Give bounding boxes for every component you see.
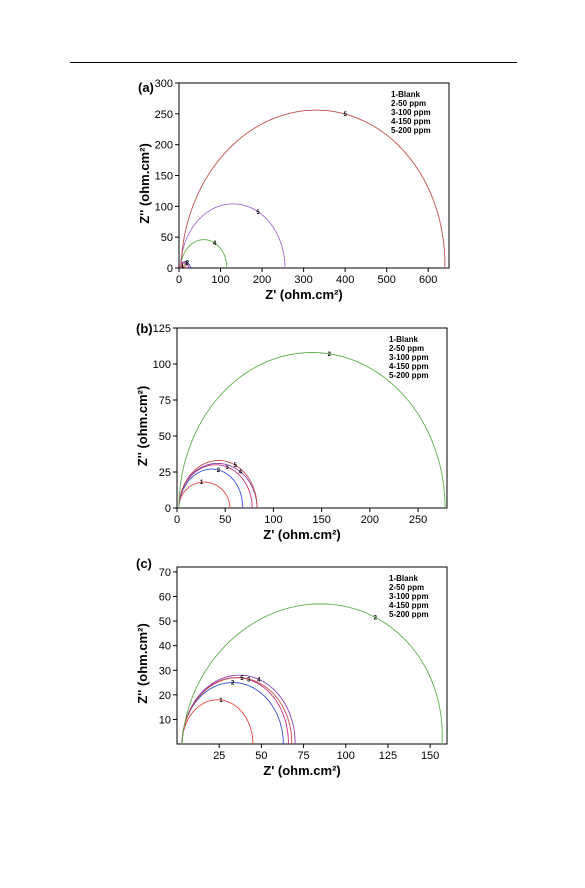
panel-2-y-tick-label: 50 xyxy=(159,431,171,443)
panel-1-series-6-curve xyxy=(180,109,446,269)
panel-1-legend-entry: 3-100 ppm xyxy=(391,108,431,117)
panel-3-series-1-label: 1 xyxy=(219,698,223,704)
panel-1-x-axis-title: Z' (ohm.cm²) xyxy=(265,287,342,302)
panel-1-y-tick-label: 250 xyxy=(155,109,173,121)
panel-2-y-tick-label: 75 xyxy=(159,395,171,407)
panel-2-legend-entry: 3-100 ppm xyxy=(389,353,429,362)
panel-3-series-6-label: 2 xyxy=(374,615,378,621)
panel-2-series-4-label: 4 xyxy=(239,470,243,476)
panel-3-x-tick-label: 100 xyxy=(337,750,355,762)
panel-1-x-tick-label: 400 xyxy=(336,274,354,286)
panel-1-y-tick-label: 300 xyxy=(155,78,173,90)
panel-3-legend-entry: 1-Blank xyxy=(389,574,418,583)
panel-2-legend-entry: 4-150 ppm xyxy=(389,362,429,371)
panel-1-x-tick-label: 300 xyxy=(294,274,312,286)
panel-2-x-tick-label: 250 xyxy=(409,514,427,526)
panel-1-series-1-label: 1 xyxy=(181,264,185,270)
panel-3-y-tick-label: 60 xyxy=(159,592,171,604)
panel-2-series-1-label: 1 xyxy=(200,480,204,486)
panel-2-series-5-curve xyxy=(178,460,258,509)
panel-3-x-axis-title: Z' (ohm.cm²) xyxy=(263,763,340,778)
panel-2-y-axis-title: Z'' (ohm.cm²) xyxy=(135,386,150,467)
panel-3-series-2-label: 2 xyxy=(231,681,235,687)
panel-3-legend-entry: 3-100 ppm xyxy=(389,592,429,601)
top-rule xyxy=(70,62,517,63)
panel-3-series-5-label: 5 xyxy=(240,676,244,682)
panel-3-series-3-curve xyxy=(181,677,289,744)
panel-2-series-3-label: 3 xyxy=(225,465,229,471)
panel-1-series-3-label: 3 xyxy=(184,262,188,268)
panel-3-legend-entry: 2-50 ppm xyxy=(389,583,424,592)
panel-2-y-tick-label: 0 xyxy=(165,503,171,515)
panel-2-y-tick-label: 25 xyxy=(159,467,171,479)
panel-3-x-tick-label: 150 xyxy=(421,750,439,762)
panel-1-y-tick-label: 50 xyxy=(161,232,173,244)
panel-1-legend-entry: 1-Blank xyxy=(391,90,420,99)
panel-3-x-tick-label: 25 xyxy=(213,750,225,762)
panel-3-y-tick-label: 50 xyxy=(159,616,171,628)
panel-2-series-1-curve xyxy=(178,481,231,508)
panel-2-series-6-curve xyxy=(178,352,446,509)
panel-1-y-tick-label: 0 xyxy=(167,263,173,275)
panel-3-series-6-curve xyxy=(181,603,443,745)
panel-1-y-tick-label: 100 xyxy=(155,201,173,213)
panel-3-y-tick-label: 30 xyxy=(159,665,171,677)
panel-1-y-tick-label: 150 xyxy=(155,171,173,183)
panel-1-x-tick-label: 500 xyxy=(378,274,396,286)
panel-2-x-tick-label: 0 xyxy=(174,514,180,526)
panel-3-series-4-curve xyxy=(181,674,296,744)
panel-2-y-tick-label: 100 xyxy=(153,359,171,371)
panel-3-plot-frame xyxy=(176,566,448,745)
panel-3-y-tick-label: 40 xyxy=(159,641,171,653)
panel-1-legend-entry: 2-50 ppm xyxy=(391,99,426,108)
panel-3-x-tick-label: 125 xyxy=(379,750,397,762)
panel-3-y-tick-label: 70 xyxy=(159,567,171,579)
panel-3-y-axis-title: Z'' (ohm.cm²) xyxy=(135,623,150,704)
panel-3-series-5-curve xyxy=(181,677,293,745)
panel-3-label: (c) xyxy=(136,556,152,571)
panel-3-series-3-label: 3 xyxy=(247,678,251,684)
panel-3-x-tick-label: 50 xyxy=(255,750,267,762)
panel-1-x-tick-label: 600 xyxy=(419,274,437,286)
panel-2-series-6-label: 2 xyxy=(328,352,332,358)
panel-2-plot-frame xyxy=(176,327,448,509)
panel-1-series-5-curve xyxy=(180,203,286,268)
panel-3-series-1-curve xyxy=(181,699,254,744)
panel-2-legend-entry: 1-Blank xyxy=(389,335,418,344)
panel-1-series-6-label: 5 xyxy=(344,112,348,118)
panel-1-legend-entry: 5-200 ppm xyxy=(391,126,431,135)
panel-2-x-axis-title: Z' (ohm.cm²) xyxy=(263,527,340,542)
panel-2-legend-entry: 2-50 ppm xyxy=(389,344,424,353)
panel-3-series-4-label: 4 xyxy=(257,677,261,683)
panel-3-x-tick-label: 75 xyxy=(297,750,309,762)
panel-3-legend-entry: 5-200 ppm xyxy=(389,610,429,619)
panel-2-series-2-label: 2 xyxy=(217,468,221,474)
panel-2-series-5-label: 5 xyxy=(234,463,238,469)
panel-2-x-tick-label: 50 xyxy=(219,514,231,526)
panel-1-series-5-label: 5 xyxy=(256,210,260,216)
panel-1-legend-entry: 4-150 ppm xyxy=(391,117,431,126)
panel-2-x-tick-label: 200 xyxy=(361,514,379,526)
panel-2-series-2-curve xyxy=(178,468,244,509)
panel-1-x-tick-label: 200 xyxy=(253,274,271,286)
panel-1-series-4-label: 4 xyxy=(213,241,217,247)
panel-1-y-axis-title: Z'' (ohm.cm²) xyxy=(137,143,152,224)
panel-1-y-tick-label: 200 xyxy=(155,140,173,152)
panel-1-series-2-label: 2 xyxy=(186,261,190,267)
panel-2-y-tick-label: 125 xyxy=(153,323,171,335)
panel-1-x-tick-label: 0 xyxy=(176,274,182,286)
panel-2-x-tick-label: 100 xyxy=(264,514,282,526)
panel-3-legend-entry: 4-150 ppm xyxy=(389,601,429,610)
panel-2-legend-entry: 5-200 ppm xyxy=(389,371,429,380)
panel-1-x-tick-label: 100 xyxy=(211,274,229,286)
panel-1-series-4-curve xyxy=(180,239,228,268)
panel-3-y-tick-label: 10 xyxy=(159,714,171,726)
panel-2-label: (b) xyxy=(136,321,153,336)
panel-1-label: (a) xyxy=(138,80,154,95)
panel-3-y-tick-label: 20 xyxy=(159,690,171,702)
panel-2-x-tick-label: 150 xyxy=(312,514,330,526)
